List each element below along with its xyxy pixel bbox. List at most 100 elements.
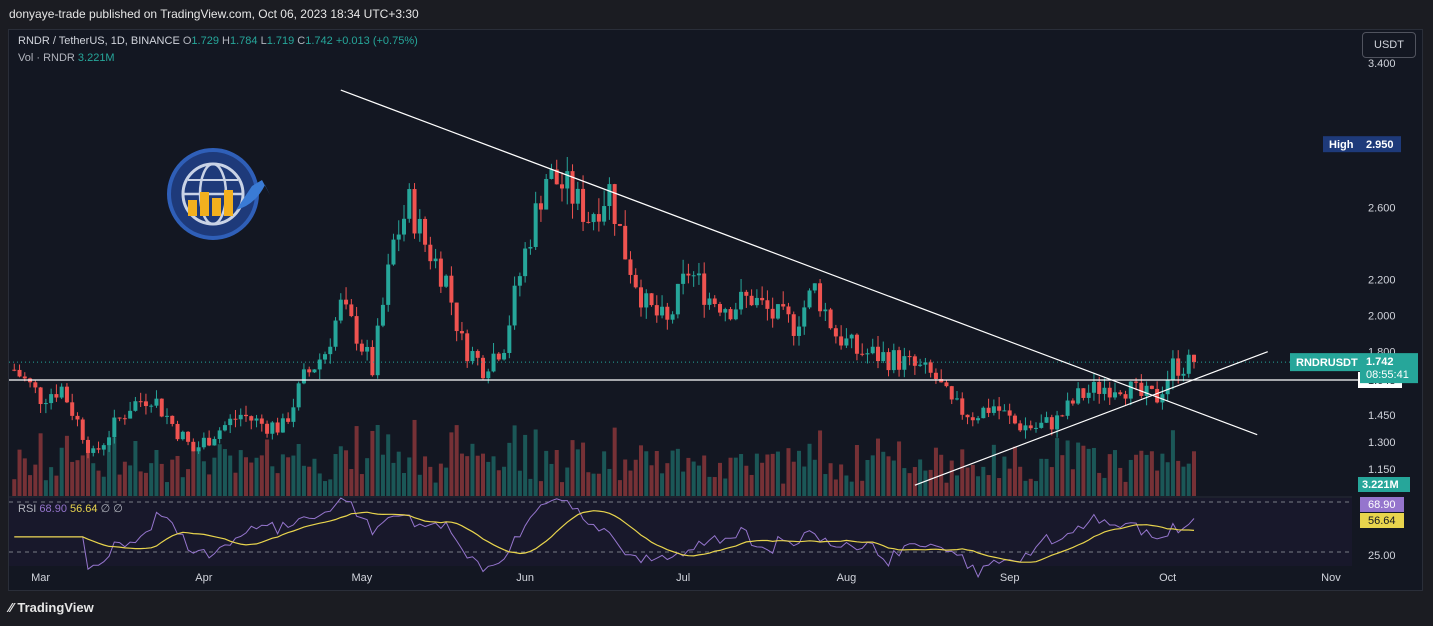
volume-bar (912, 467, 917, 496)
candle-body (918, 364, 923, 366)
rsi-label[interactable]: RSI (18, 503, 37, 515)
candle-body (670, 314, 675, 320)
volume-bar (128, 465, 133, 496)
candle-body (728, 309, 733, 320)
rsi-ma-value: 56.64 (70, 503, 98, 515)
volume-bar (565, 467, 570, 496)
candle-body (802, 307, 807, 327)
volume-bar (1192, 451, 1196, 496)
time-axis-label: Jul (676, 572, 690, 584)
currency-button[interactable]: USDT (1362, 32, 1416, 58)
volume-bar (312, 458, 317, 496)
volume-bar (465, 456, 470, 496)
volume-bar (839, 464, 844, 496)
rsi-ma-tag-label: 56.64 (1368, 515, 1396, 527)
volume-bar (333, 454, 338, 496)
price-tick-label: 2.600 (1368, 202, 1396, 214)
candle-body (538, 203, 543, 210)
volume-bar (723, 478, 728, 496)
time-axis-label: May (351, 572, 372, 584)
candle-body (997, 406, 1002, 411)
candle-body (723, 309, 728, 313)
volume-bar (1144, 454, 1149, 496)
volume-bar (654, 450, 659, 496)
volume-bar (1149, 451, 1154, 496)
volume-bar (612, 427, 617, 496)
candle-body (891, 350, 896, 371)
volume-bar (876, 438, 880, 496)
volume-bar (849, 481, 854, 496)
candle-body (1091, 381, 1096, 393)
candle-body (681, 273, 686, 284)
time-axis-label: Oct (1159, 572, 1176, 584)
candle-body (154, 398, 159, 406)
volume-bar (170, 459, 175, 496)
candle-body (833, 328, 838, 337)
candle-body (159, 398, 164, 417)
symbol-title[interactable]: RNDR / TetherUS, 1D, BINANCE (18, 35, 180, 47)
candle-body (417, 218, 422, 234)
volume-bar (1118, 467, 1123, 496)
volume-label[interactable]: Vol · RNDR (18, 52, 75, 64)
volume-bar (1181, 466, 1186, 496)
volume-bar (265, 439, 270, 496)
volume-bar (502, 466, 507, 496)
volume-bar (122, 461, 127, 496)
volume-bar (454, 425, 459, 496)
candle-body (391, 239, 396, 265)
volume-bar (96, 470, 101, 496)
volume-bar (1070, 469, 1075, 496)
candle-body (533, 203, 538, 247)
volume-bar (560, 482, 564, 496)
candle-body (965, 414, 970, 418)
candle-body (949, 386, 954, 400)
candle-body (91, 448, 96, 453)
volume-bar (175, 455, 180, 496)
volume-bar (138, 471, 143, 496)
rsi-tag (1360, 497, 1404, 512)
volume-bar (365, 458, 370, 496)
volume-bar (686, 457, 691, 496)
volume-bar (797, 450, 801, 496)
candle-body (175, 423, 180, 440)
candle-body (191, 441, 196, 452)
volume-bar (59, 447, 64, 496)
candle-body (1165, 379, 1170, 395)
candle-body (1113, 392, 1117, 398)
volume-bar (681, 471, 686, 496)
candle-body (133, 401, 138, 411)
time-axis-label: Nov (1321, 572, 1341, 584)
trendline-ascending (914, 351, 1268, 486)
candle-body (633, 274, 638, 288)
candle-body (270, 422, 275, 434)
volume-bar (1186, 463, 1191, 496)
volume-bar (470, 443, 475, 496)
volume-bar (107, 442, 112, 496)
open-value: 1.729 (191, 35, 219, 47)
candle-body (101, 445, 106, 450)
candle-body (549, 169, 554, 179)
candle-body (481, 357, 485, 379)
volume-bar (496, 470, 501, 496)
volume-bar (1012, 446, 1017, 496)
volume-bar (760, 462, 765, 496)
volume-bar (644, 451, 649, 496)
volume-bar (54, 475, 59, 496)
volume-bar (507, 442, 512, 496)
volume-bar (997, 478, 1002, 496)
volume-bar (133, 440, 138, 496)
candle-body (744, 291, 749, 296)
volume-bar (259, 455, 264, 496)
candle-body (1023, 425, 1028, 431)
volume-bar (286, 457, 291, 496)
price-tick-label: 1.150 (1368, 464, 1396, 476)
candle-body (812, 283, 817, 291)
volume-bar (1034, 481, 1038, 496)
volume-bar (533, 429, 538, 496)
volume-bar (33, 464, 38, 496)
candle-body (112, 417, 117, 438)
candle-body (143, 401, 148, 407)
candle-body (823, 309, 828, 312)
candle-body (591, 214, 596, 223)
